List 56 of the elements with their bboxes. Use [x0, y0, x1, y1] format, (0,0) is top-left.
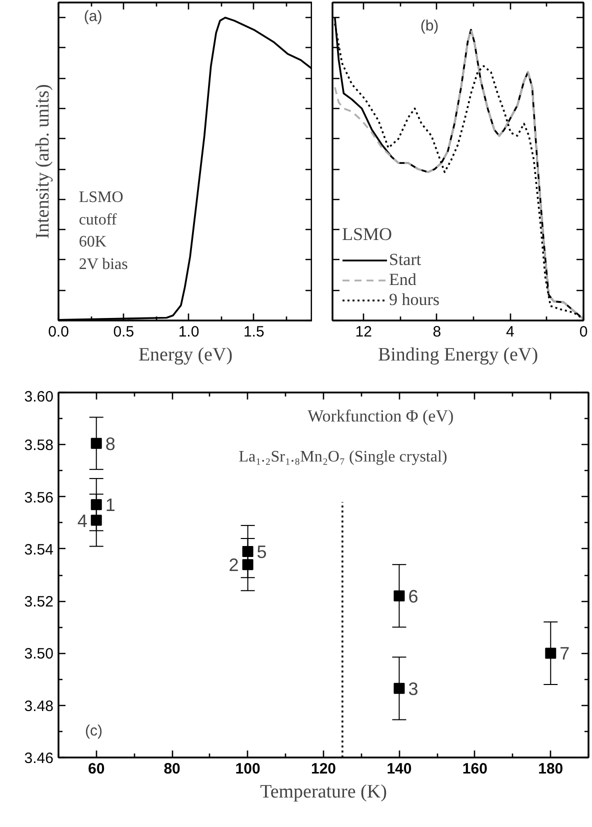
annotation: 4 — [77, 510, 88, 531]
point — [90, 438, 102, 449]
x-axis-title: Binding Energy (eV) — [378, 344, 538, 366]
annotation: 2 — [228, 555, 239, 576]
point — [394, 590, 405, 602]
x-tick-label: 60 — [88, 760, 105, 778]
x-tick-label: 0.5 — [113, 324, 134, 340]
annotation: cutoff — [78, 211, 118, 228]
annotation: 6 — [408, 586, 418, 606]
x-tick-label: 12 — [355, 324, 372, 340]
y-tick-label: 3.46 — [24, 750, 54, 767]
annotation: 3 — [408, 678, 418, 699]
annotation: (c) — [85, 722, 102, 740]
legend-label: 9 hours — [389, 290, 440, 310]
x-tick-label: 80 — [164, 760, 180, 778]
annotation: La₁.₂Sr₁.₈Mn₂O₇ (Single crystal) — [238, 448, 448, 466]
x-tick-label: 0 — [579, 324, 588, 340]
y-tick-label: 3.52 — [24, 594, 54, 611]
legend-label: End — [389, 270, 416, 290]
x-tick-label: 1.0 — [178, 324, 200, 340]
point — [394, 682, 405, 694]
y-tick-label: 3.56 — [24, 489, 54, 506]
annotation: 1 — [105, 495, 116, 516]
annotation: (b) — [420, 17, 439, 34]
y-tick-label: 3.50 — [24, 646, 54, 663]
x-tick-label: 1.5 — [243, 324, 264, 340]
x-tick-label: 160 — [462, 760, 488, 778]
legend-label: Start — [389, 250, 422, 270]
annotation: 8 — [105, 434, 116, 454]
x-tick-label: 180 — [538, 760, 564, 778]
annotation: LSMO — [78, 189, 124, 206]
point — [242, 546, 254, 558]
annotation: 7 — [560, 644, 570, 664]
x-axis-title: Temperature (K) — [260, 782, 387, 802]
legend-title: LSMO — [342, 224, 394, 245]
y-axis-title: Intensity (arb. units) — [32, 84, 54, 239]
x-tick-label: 4 — [506, 324, 514, 340]
point — [90, 514, 102, 526]
annotation: (a) — [84, 8, 102, 25]
point — [545, 648, 556, 659]
annotation: Workfunction Φ (eV) — [308, 406, 454, 426]
annotation: 5 — [256, 542, 267, 562]
x-tick-label: 120 — [310, 760, 336, 778]
y-tick-label: 3.48 — [24, 698, 54, 715]
x-tick-label: 140 — [386, 760, 412, 778]
y-tick-label: 3.58 — [24, 437, 54, 454]
x-tick-label: 0.0 — [48, 324, 69, 340]
x-axis-title: Energy (eV) — [138, 344, 233, 366]
annotation: 2V bias — [78, 256, 128, 273]
x-tick-label: 8 — [432, 324, 442, 340]
point — [242, 559, 254, 570]
point — [90, 499, 102, 510]
x-tick-label: 100 — [235, 760, 260, 778]
y-tick-label: 3.60 — [24, 388, 54, 406]
annotation: 60K — [78, 234, 107, 251]
y-tick-label: 3.54 — [24, 541, 54, 558]
